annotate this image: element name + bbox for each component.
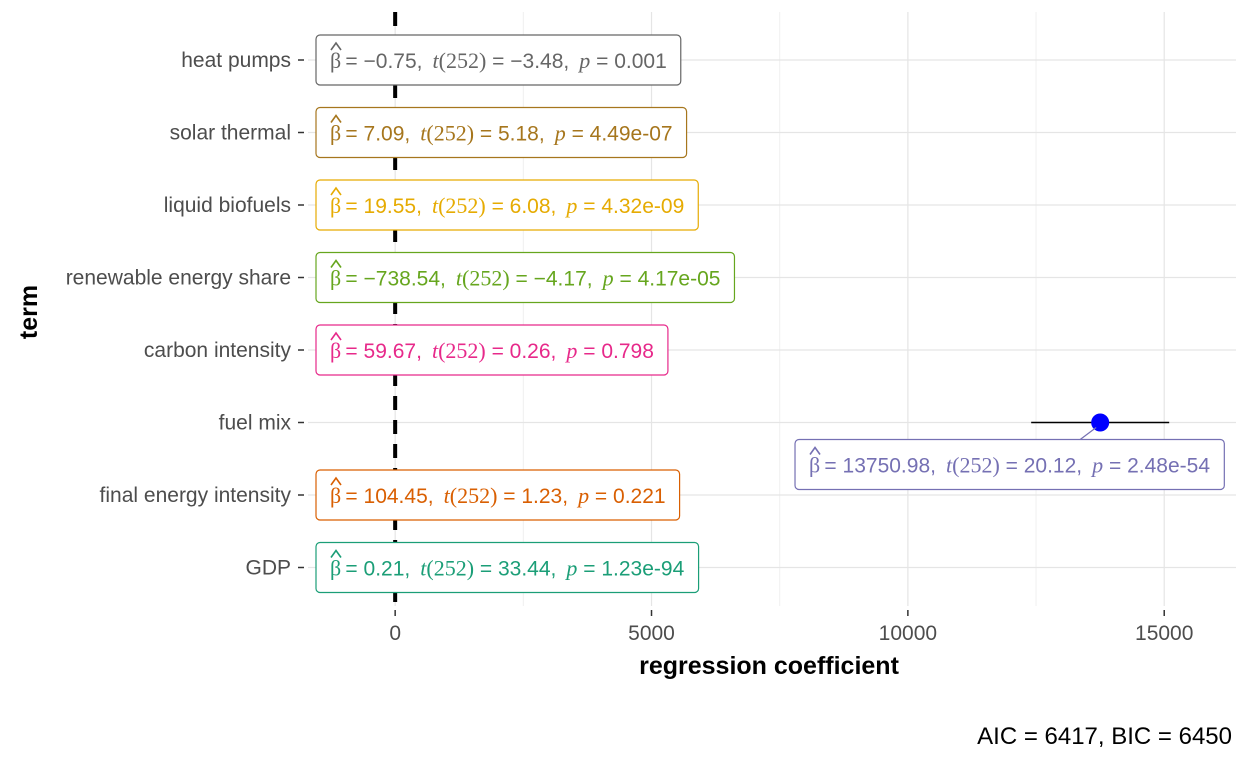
coefficient-label: β = 104.45, t(252) = 1.23, p = 0.221 xyxy=(315,469,681,521)
label-box xyxy=(315,251,736,304)
coefficient-label: β = 0.21, t(252) = 33.44, p = 1.23e-94 xyxy=(315,541,700,594)
x-axis: 0 5000 10000 15000 xyxy=(389,610,1193,645)
label-box xyxy=(315,324,669,376)
label-text: β = −738.54, t(252) = −4.17, p = 4.17e-0… xyxy=(330,266,720,291)
coefficient-label: β = 7.09, t(252) = 5.18, p = 4.49e-07 xyxy=(315,106,688,159)
label-text: β = −0.75, t(252) = −3.48, p = 0.001 xyxy=(330,48,667,73)
label-text: β = 0.21, t(252) = 33.44, p = 1.23e-94 xyxy=(330,556,685,581)
beta-hat-mark xyxy=(330,186,342,196)
beta-hat-mark xyxy=(330,259,342,268)
y-tick-label: fuel mix xyxy=(219,412,292,435)
y-axis-title: term xyxy=(15,285,43,339)
label-leader-line xyxy=(1079,427,1097,440)
y-tick-label: renewable energy share xyxy=(66,267,291,290)
x-tick-label: 0 xyxy=(389,622,401,645)
coefficient-label: β = −0.75, t(252) = −3.48, p = 0.001 xyxy=(315,34,682,86)
label-text: β = 59.67, t(252) = 0.26, p = 0.798 xyxy=(330,338,654,363)
beta-hat-mark xyxy=(330,331,342,341)
label-box xyxy=(315,34,682,86)
x-tick-label: 5000 xyxy=(628,622,675,645)
coefficient-label: β = 19.55, t(252) = 6.08, p = 4.32e-09 xyxy=(315,179,699,231)
y-tick-label: GDP xyxy=(245,557,291,580)
y-axis: heat pumps solar thermal liquid biofuels re… xyxy=(66,49,304,580)
y-tick-label: liquid biofuels xyxy=(164,194,291,217)
coefficient-label: β = −738.54, t(252) = −4.17, p = 4.17e-0… xyxy=(315,251,736,304)
label-box xyxy=(315,106,688,159)
x-axis-title: regression coefficient xyxy=(639,652,899,680)
label-text: β = 13750.98, t(252) = 20.12, p = 2.48e-… xyxy=(809,453,1210,478)
label-text: β = 7.09, t(252) = 5.18, p = 4.49e-07 xyxy=(330,121,673,146)
y-tick-label: heat pumps xyxy=(181,49,291,72)
x-tick-label: 15000 xyxy=(1135,622,1193,645)
y-tick-label: final energy intensity xyxy=(100,484,292,507)
coefficient-labels: β = −0.75, t(252) = −3.48, p = 0.001 β = … xyxy=(315,34,1225,594)
beta-hat-mark xyxy=(809,446,821,455)
y-tick-label: solar thermal xyxy=(170,122,291,145)
label-box xyxy=(315,469,681,521)
beta-hat-mark xyxy=(330,41,342,51)
label-box xyxy=(794,438,1225,491)
y-tick-label: carbon intensity xyxy=(144,339,292,362)
label-box xyxy=(315,179,699,231)
label-text: β = 19.55, t(252) = 6.08, p = 4.32e-09 xyxy=(330,193,684,218)
x-tick-label: 10000 xyxy=(879,622,937,645)
beta-hat-mark xyxy=(330,476,342,486)
model-fit-caption: AIC = 6417, BIC = 6450 xyxy=(977,723,1232,750)
coefficient-point xyxy=(1091,413,1110,432)
beta-hat-mark xyxy=(330,549,342,558)
beta-hat-mark xyxy=(330,114,342,123)
label-text: β = 104.45, t(252) = 1.23, p = 0.221 xyxy=(330,483,666,508)
label-box xyxy=(315,541,700,594)
coefficient-label: β = 13750.98, t(252) = 20.12, p = 2.48e-… xyxy=(794,427,1225,491)
coefficient-label: β = 59.67, t(252) = 0.26, p = 0.798 xyxy=(315,324,669,376)
